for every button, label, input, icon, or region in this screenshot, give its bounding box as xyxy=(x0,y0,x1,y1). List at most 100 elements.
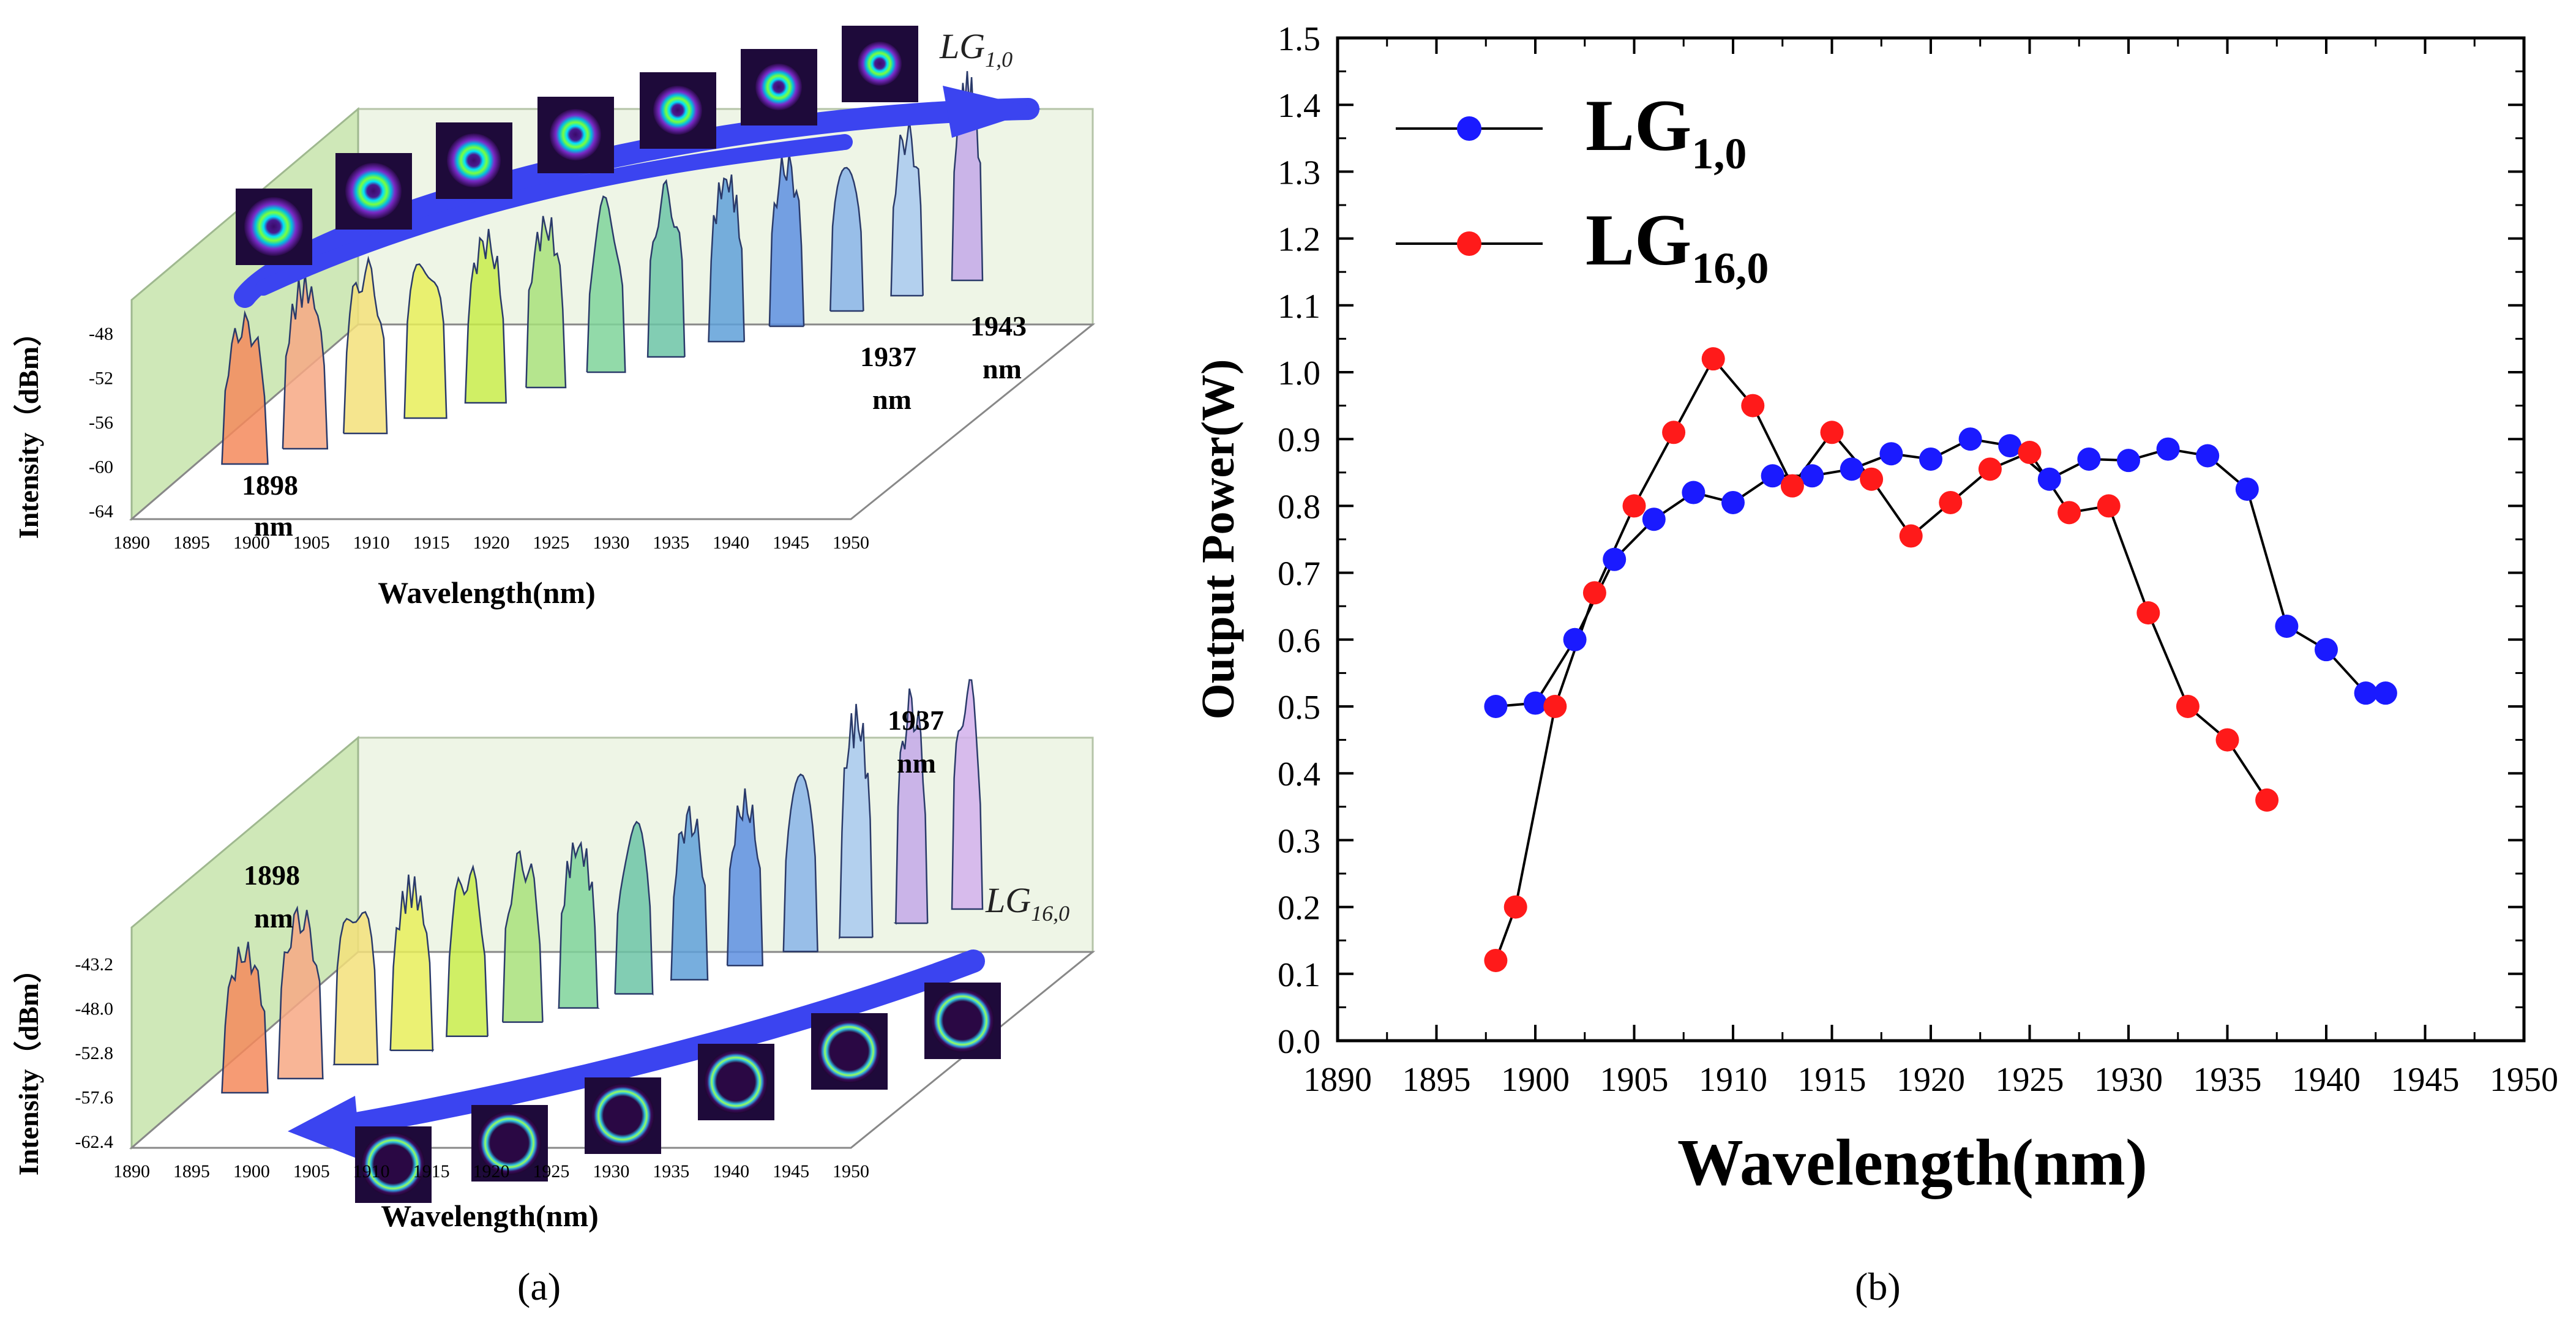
x-tick-label: 1930 xyxy=(593,1161,629,1182)
x-tick-label: 1895 xyxy=(173,1161,210,1182)
x-tick-label: 1925 xyxy=(1996,1061,2064,1099)
spectrum-trace xyxy=(221,310,269,465)
spectrum-trace xyxy=(446,864,489,1038)
y-tick-label: 1.3 xyxy=(1278,154,1320,192)
lg10-beam-profile xyxy=(653,86,702,135)
annotation-1898-unit: nm xyxy=(254,511,293,542)
data-point-lg10 xyxy=(2077,447,2101,471)
y-tick-label: -52.8 xyxy=(75,1043,114,1063)
y-tick-label: -57.6 xyxy=(75,1088,114,1108)
data-point-lg10 xyxy=(1840,457,1863,481)
x-tick-label: 1935 xyxy=(653,1161,689,1182)
caption-a: (a) xyxy=(517,1265,561,1308)
x-tick-label: 1900 xyxy=(233,533,270,553)
annotation-1943-unit: nm xyxy=(983,353,1022,384)
data-point-lg160 xyxy=(1701,347,1725,371)
spectrum-trace xyxy=(782,773,818,953)
caption-b: (b) xyxy=(1855,1265,1901,1308)
x-tick-label: 1950 xyxy=(833,533,869,553)
beam-profile-images xyxy=(355,983,1001,1203)
mode-label-top: LG1,0 xyxy=(939,26,1013,72)
data-point-lg10 xyxy=(2156,437,2180,461)
x-tick-label: 1925 xyxy=(533,533,569,553)
spectrum-trace xyxy=(708,174,746,343)
x-tick-label: 1890 xyxy=(113,533,150,553)
spectrum-trace xyxy=(277,905,324,1080)
annotation-1937: 1937 xyxy=(888,705,944,736)
y-tick-label: -62.4 xyxy=(75,1132,114,1152)
lg160-beam-profile xyxy=(704,1050,768,1114)
lg10-beam-profile xyxy=(345,163,402,219)
x-tick-label: 1945 xyxy=(773,1161,809,1182)
mode-sweep-arrow xyxy=(331,949,985,1138)
lg160-beam-profile xyxy=(817,1019,881,1083)
data-point-lg10 xyxy=(2315,638,2338,662)
data-point-lg160 xyxy=(1662,421,1686,444)
data-point-lg10 xyxy=(1563,627,1587,651)
x-tick-label: 1940 xyxy=(713,533,749,553)
spectrum-trace xyxy=(646,179,686,358)
annotation-1898: 1898 xyxy=(242,470,298,501)
x-tick-labels: 1890 1895 1900 1905 1910 1915 1920 1925 1930 1935… xyxy=(113,533,869,553)
y-tick-label: 0.4 xyxy=(1278,755,1320,793)
y-tick-label: -48.0 xyxy=(75,999,114,1019)
mode-sweep-arrow-inner xyxy=(255,134,853,296)
x-tick-label: 1890 xyxy=(1303,1061,1372,1099)
y-tick-label: 1.0 xyxy=(1278,354,1320,392)
spectrum-trace xyxy=(951,679,984,910)
x-tick-label: 1950 xyxy=(833,1161,869,1182)
x-axis-title: Wavelength(nm) xyxy=(381,1199,599,1233)
y-axis-title: Output Power(W) xyxy=(1193,359,1244,720)
annotation-1937-unit: nm xyxy=(897,747,936,779)
x-tick-label: 1930 xyxy=(593,533,629,553)
data-point-lg160 xyxy=(2255,788,2279,812)
annotation-1937: 1937 xyxy=(860,341,916,372)
data-point-lg10 xyxy=(2275,614,2299,638)
data-point-lg10 xyxy=(2117,449,2140,473)
x-tick-label: 1920 xyxy=(473,1161,510,1182)
x-tick-label: 1910 xyxy=(353,1161,390,1182)
spectrum-trace xyxy=(586,195,626,373)
lg10-beam-profile xyxy=(447,133,501,187)
x-tick-label: 1920 xyxy=(473,533,510,553)
x-tick-label: 1940 xyxy=(2292,1061,2361,1099)
spectrum-trace xyxy=(839,703,874,940)
spectrum-trace xyxy=(501,850,544,1023)
x-tick-label: 1910 xyxy=(353,533,390,553)
x-axis-title: Wavelength(nm) xyxy=(1677,1126,2147,1199)
x-tick-label: 1950 xyxy=(2490,1061,2558,1099)
data-point-lg160 xyxy=(1978,457,2002,481)
annotation-1898-unit: nm xyxy=(254,902,293,934)
x-tick-label: 1895 xyxy=(1402,1061,1471,1099)
mode-sweep-arrowhead xyxy=(288,1096,361,1160)
axis-ticks: 1890 1895 1900 1905 1910 1915 1920 1925 1930 1935… xyxy=(1278,20,2558,1099)
y-axis-title: Intensity（dBm） xyxy=(13,318,44,539)
annotation-1943: 1943 xyxy=(970,310,1027,342)
legend-label-lg160: LG16,0 xyxy=(1586,199,1769,293)
lg10-beam-profile xyxy=(550,109,601,160)
panel-a-bottom-waterfall: LG16,0 -43.2-48.0-52.8-57.6-62.4 1890 189… xyxy=(13,679,1096,1233)
legend: LG1,0 LG16,0 xyxy=(1396,84,1769,293)
data-point-lg160 xyxy=(1582,581,1606,605)
data-point-lg10 xyxy=(1958,427,1982,451)
y-tick-label: 1.4 xyxy=(1278,87,1320,125)
lg10-beam-profile xyxy=(755,64,802,110)
x-tick-label: 1940 xyxy=(713,1161,749,1182)
data-point-lg10 xyxy=(1998,434,2022,458)
data-point-lg160 xyxy=(1860,467,1884,491)
data-point-lg10 xyxy=(1484,695,1508,718)
spectrum-trace xyxy=(890,120,924,297)
mode-label-bottom: LG16,0 xyxy=(985,880,1069,926)
spectra-group xyxy=(221,71,984,465)
x-tick-label: 1900 xyxy=(233,1161,270,1182)
spectrum-trace xyxy=(389,874,435,1053)
spectrum-trace xyxy=(332,911,379,1066)
data-point-lg160 xyxy=(2176,695,2200,718)
legend-label-lg10: LG1,0 xyxy=(1586,84,1747,178)
spectrum-trace xyxy=(558,841,600,1009)
data-point-lg160 xyxy=(1622,494,1646,518)
data-point-lg10 xyxy=(1919,447,1942,471)
y-tick-label: -60 xyxy=(89,457,113,478)
data-point-lg10 xyxy=(1682,481,1705,504)
y-tick-labels: -48 -52 -56 -60 -64 xyxy=(89,324,113,522)
